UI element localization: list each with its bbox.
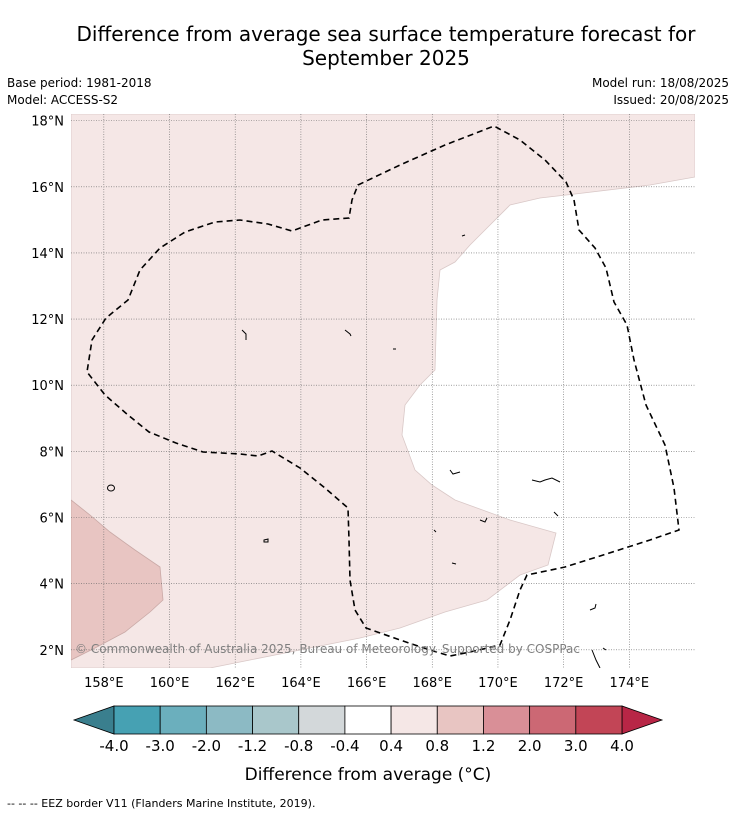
base-period: Base period: 1981-2018 xyxy=(7,76,152,90)
colorbar-tick-label: -1.2 xyxy=(238,737,267,755)
colorbar-under-arrow xyxy=(72,705,115,735)
island xyxy=(602,647,607,651)
eez-legend-footer: -- -- -- EEZ border V11 (Flanders Marine… xyxy=(7,797,316,810)
colorbar-segment xyxy=(483,705,531,735)
model-run: Model run: 18/08/2025 xyxy=(591,76,729,90)
island xyxy=(479,517,488,523)
lat-tick-label: 6°N xyxy=(40,512,65,527)
eez-border xyxy=(86,125,680,657)
colorbar-title: Difference from average (°C) xyxy=(245,765,492,785)
lon-tick-label: 160°E xyxy=(150,676,190,691)
lat-tick-label: 10°N xyxy=(31,379,64,394)
lat-tick-label: 4°N xyxy=(40,578,65,593)
issued-date: Issued: 20/08/2025 xyxy=(613,93,729,107)
island xyxy=(449,469,461,475)
lon-tick-label: 172°E xyxy=(544,676,584,691)
colorbar-segment xyxy=(390,705,438,735)
longitude-labels: 158°E 160°E 162°E 164°E 166°E 168°E 170°E 172°E… xyxy=(84,676,649,691)
colorbar-segment xyxy=(113,705,161,735)
colorbar xyxy=(72,705,664,735)
latitude-labels: 2°N 4°N 6°N 8°N 10°N 12°N 14°N 16°N 18°N xyxy=(31,115,64,659)
colorbar-tick-labels: -4.0 -3.0 -2.0 -1.2 -0.8 -0.4 0.4 0.8 1.2 2.0 3.0 4… xyxy=(99,737,634,755)
colorbar-tick-label: 1.2 xyxy=(472,737,496,755)
island xyxy=(553,511,559,517)
island xyxy=(263,538,269,543)
island xyxy=(344,329,352,337)
lon-tick-label: 158°E xyxy=(84,676,124,691)
map-area xyxy=(71,114,695,668)
colorbar-segment xyxy=(252,705,300,735)
island xyxy=(451,562,457,565)
colorbar-tick-label: -0.4 xyxy=(330,737,359,755)
lon-tick-label: 164°E xyxy=(281,676,321,691)
title-line-2: September 2025 xyxy=(302,46,470,70)
island xyxy=(461,234,466,237)
colorbar-segment xyxy=(575,705,623,735)
colorbar-segment xyxy=(298,705,346,735)
island xyxy=(589,603,597,611)
graticule xyxy=(71,114,695,668)
lon-tick-label: 168°E xyxy=(412,676,452,691)
colorbar-tick-label: 0.8 xyxy=(425,737,449,755)
lat-tick-label: 8°N xyxy=(40,445,65,460)
map-title: Difference from average sea surface temp… xyxy=(0,22,736,70)
colorbar-tick-label: -4.0 xyxy=(99,737,128,755)
copyright-notice: © Commonwealth of Australia 2025, Bureau… xyxy=(75,642,580,656)
island xyxy=(531,477,561,483)
island xyxy=(591,649,601,668)
lat-tick-label: 16°N xyxy=(31,181,64,196)
colorbar-tick-label: -0.8 xyxy=(284,737,313,755)
anomaly-region-pink xyxy=(71,499,164,661)
colorbar-tick-label: -2.0 xyxy=(192,737,221,755)
model-name: Model: ACCESS-S2 xyxy=(7,93,119,107)
title-line-1: Difference from average sea surface temp… xyxy=(76,22,696,46)
colorbar-tick-label: -3.0 xyxy=(146,737,175,755)
islands xyxy=(107,234,607,668)
lon-tick-label: 174°E xyxy=(610,676,650,691)
colorbar-segment xyxy=(436,705,484,735)
lon-tick-label: 162°E xyxy=(215,676,255,691)
colorbar-over-arrow xyxy=(621,705,664,735)
colorbar-segment xyxy=(344,705,392,735)
island xyxy=(107,484,115,492)
colorbar-segment xyxy=(205,705,253,735)
colorbar-tick-label: 2.0 xyxy=(518,737,542,755)
colorbar-segment xyxy=(529,705,577,735)
anomaly-region-light-pink xyxy=(71,114,695,668)
colorbar-tick-label: 3.0 xyxy=(564,737,588,755)
colorbar-tick-label: 0.4 xyxy=(379,737,403,755)
lat-tick-label: 14°N xyxy=(31,247,64,262)
lon-tick-label: 170°E xyxy=(478,676,518,691)
lat-tick-label: 12°N xyxy=(31,313,64,328)
colorbar-segment xyxy=(159,705,207,735)
lat-tick-label: 18°N xyxy=(31,115,64,130)
island xyxy=(241,329,247,340)
island xyxy=(433,529,437,533)
lon-tick-label: 166°E xyxy=(347,676,387,691)
lat-tick-label: 2°N xyxy=(40,644,65,659)
colorbar-tick-label: 4.0 xyxy=(610,737,634,755)
